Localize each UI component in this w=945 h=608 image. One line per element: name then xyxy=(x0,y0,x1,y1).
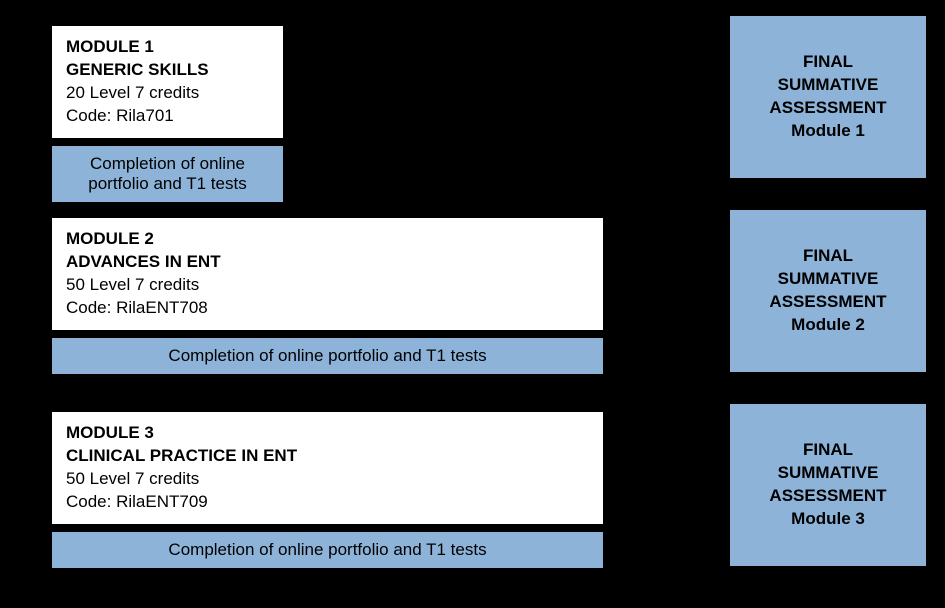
assessment-3-line3: ASSESSMENT xyxy=(769,485,886,508)
assessment-3-line4: Module 3 xyxy=(769,508,886,531)
assessment-1-line4: Module 1 xyxy=(769,120,886,143)
assessment-box-1: FINAL SUMMATIVE ASSESSMENT Module 1 xyxy=(728,14,928,180)
module-1-title2: GENERIC SKILLS xyxy=(66,59,269,82)
module-2-head: MODULE 2 ADVANCES IN ENT 50 Level 7 cred… xyxy=(50,216,605,332)
module-3-block: MODULE 3 CLINICAL PRACTICE IN ENT 50 Lev… xyxy=(50,410,605,570)
module-2-code: Code: RilaENT708 xyxy=(66,297,589,320)
assessment-1-line3: ASSESSMENT xyxy=(769,97,886,120)
module-1-stub: Completion of online portfolio and T1 te… xyxy=(50,144,285,204)
module-3-stub: Completion of online portfolio and T1 te… xyxy=(50,530,605,570)
assessment-1-text: FINAL SUMMATIVE ASSESSMENT Module 1 xyxy=(769,51,886,143)
module-3-stub-text: Completion of online portfolio and T1 te… xyxy=(168,540,486,559)
module-3-title1: MODULE 3 xyxy=(66,422,589,445)
assessment-2-text: FINAL SUMMATIVE ASSESSMENT Module 2 xyxy=(769,245,886,337)
module-1-stub-text: Completion of online portfolio and T1 te… xyxy=(88,154,246,193)
module-2-title1: MODULE 2 xyxy=(66,228,589,251)
module-2-title2: ADVANCES IN ENT xyxy=(66,251,589,274)
module-1-block: MODULE 1 GENERIC SKILLS 20 Level 7 credi… xyxy=(50,24,285,204)
module-3-code: Code: RilaENT709 xyxy=(66,491,589,514)
assessment-2-line1: FINAL xyxy=(769,245,886,268)
module-1-title1: MODULE 1 xyxy=(66,36,269,59)
assessment-3-line2: SUMMATIVE xyxy=(769,462,886,485)
assessment-1-line2: SUMMATIVE xyxy=(769,74,886,97)
module-1-credits: 20 Level 7 credits xyxy=(66,82,269,105)
module-3-head: MODULE 3 CLINICAL PRACTICE IN ENT 50 Lev… xyxy=(50,410,605,526)
module-3-credits: 50 Level 7 credits xyxy=(66,468,589,491)
module-1-head: MODULE 1 GENERIC SKILLS 20 Level 7 credi… xyxy=(50,24,285,140)
assessment-box-3: FINAL SUMMATIVE ASSESSMENT Module 3 xyxy=(728,402,928,568)
module-2-stub: Completion of online portfolio and T1 te… xyxy=(50,336,605,376)
module-1-code: Code: Rila701 xyxy=(66,105,269,128)
module-3-title2: CLINICAL PRACTICE IN ENT xyxy=(66,445,589,468)
assessment-3-text: FINAL SUMMATIVE ASSESSMENT Module 3 xyxy=(769,439,886,531)
module-2-stub-text: Completion of online portfolio and T1 te… xyxy=(168,346,486,365)
assessment-2-line4: Module 2 xyxy=(769,314,886,337)
module-2-credits: 50 Level 7 credits xyxy=(66,274,589,297)
module-2-block: MODULE 2 ADVANCES IN ENT 50 Level 7 cred… xyxy=(50,216,605,376)
assessment-3-line1: FINAL xyxy=(769,439,886,462)
assessment-2-line2: SUMMATIVE xyxy=(769,268,886,291)
assessment-2-line3: ASSESSMENT xyxy=(769,291,886,314)
assessment-1-line1: FINAL xyxy=(769,51,886,74)
assessment-box-2: FINAL SUMMATIVE ASSESSMENT Module 2 xyxy=(728,208,928,374)
